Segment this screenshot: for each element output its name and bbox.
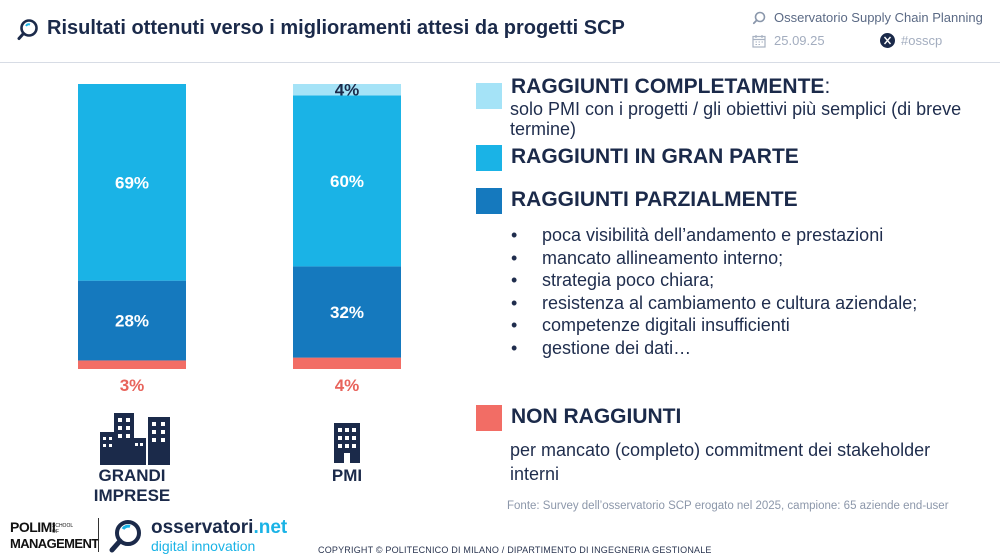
data-label-raggiunti-in-gran-parte-grandi-imprese: 69%	[115, 173, 149, 192]
header-date: 25.09.25	[774, 33, 825, 48]
bar-segment-non-raggiunti-grandi-imprese	[78, 360, 186, 369]
digital-innovation-wordmark: digital innovation	[151, 538, 256, 554]
legend-swatch-non-raggiunti	[476, 405, 502, 431]
data-label-raggiunti-in-gran-parte-pmi: 60%	[330, 172, 364, 191]
header-meta: Osservatorio Supply Chain Planning 25.09…	[752, 9, 997, 57]
city-buildings-icon	[100, 413, 170, 465]
data-label-non-raggiunti-grandi-imprese: 3%	[120, 376, 145, 395]
list-item: strategia poco chiara;	[509, 269, 989, 292]
bar-segment-raggiunti-parzialmente-pmi	[293, 266, 401, 358]
legend-non-raggiunti-head: NON RAGGIUNTI	[511, 405, 682, 428]
bars-layer: 3% 28% 69% 4% 32% 60% 4%	[78, 81, 401, 395]
data-label-raggiunti-parzialmente-pmi: 32%	[330, 303, 364, 322]
header-divider	[0, 62, 1000, 63]
page-title: Risultati ottenuti verso i miglioramenti…	[47, 17, 625, 39]
footer-logos: POLIMI SCHOOL OF MANAGEMENT osservatori.…	[10, 516, 300, 556]
category-icons	[100, 413, 360, 465]
bar-segment-raggiunti-in-gran-parte-grandi-imprese	[78, 84, 186, 281]
data-label-non-raggiunti-pmi: 4%	[335, 376, 360, 395]
legend-non-raggiunti-sub: per mancato (completo) commitment dei st…	[510, 440, 931, 484]
magnifier-logo-icon	[17, 19, 38, 40]
footer-divider	[98, 518, 99, 552]
legend-parzialmente-head: RAGGIUNTI PARZIALMENTE	[511, 188, 798, 211]
stacked-bar-chart: 3% 28% 69% 4% 32% 60% 4%	[78, 81, 401, 505]
list-item: competenze digitali insufficienti	[509, 314, 989, 337]
header: Risultati ottenuti verso i miglioramenti…	[0, 0, 1000, 63]
osservatori-wordmark: osservatori.net	[151, 517, 288, 538]
list-item: resistenza al cambiamento e cultura azie…	[509, 292, 989, 315]
data-label-raggiunti-completamente-pmi: 4%	[335, 81, 360, 100]
bar-segment-raggiunti-parzialmente-grandi-imprese	[78, 280, 186, 361]
hashtag[interactable]: #osscp	[901, 33, 943, 48]
bar-segment-non-raggiunti-pmi	[293, 357, 401, 369]
category-label-pmi: PMI	[332, 466, 362, 485]
legend-swatch-gran-parte	[476, 145, 502, 171]
legend-gran-parte-head: RAGGIUNTI IN GRAN PARTE	[511, 145, 799, 168]
source-note: Fonte: Survey dell’osservatorio SCP erog…	[507, 500, 949, 512]
parzialmente-reasons-list: poca visibilità dell’andamento e prestaz…	[509, 224, 989, 359]
category-label-grandi-imprese: GRANDI IMPRESE	[94, 466, 171, 505]
observatory-magnifier-icon	[752, 11, 766, 25]
list-item: mancato allineamento interno;	[509, 247, 989, 270]
x-logo-icon[interactable]	[880, 33, 895, 48]
data-label-raggiunti-parzialmente-grandi-imprese: 28%	[115, 312, 149, 331]
legend-swatch-completamente	[476, 83, 502, 109]
copyright-text: COPYRIGHT © POLITECNICO DI MILANO / DIPA…	[318, 545, 712, 555]
bar-segment-raggiunti-in-gran-parte-pmi	[293, 95, 401, 267]
calendar-icon	[752, 35, 766, 48]
legend-completamente-head: RAGGIUNTI COMPLETAMENTE:	[511, 75, 831, 98]
osservatori-magnifier-icon	[109, 520, 141, 553]
legend-completamente-sub: solo PMI con i progetti / gli obiettivi …	[510, 99, 962, 139]
polimi-logo: POLIMI SCHOOL OF MANAGEMENT	[10, 519, 99, 551]
observatory-name: Osservatorio Supply Chain Planning	[774, 10, 983, 25]
single-building-icon	[334, 423, 360, 463]
list-item: poca visibilità dell’andamento e prestaz…	[509, 224, 989, 247]
list-item: gestione dei dati…	[509, 337, 989, 360]
bar-segment-raggiunti-completamente-pmi	[293, 84, 401, 96]
legend-swatch-parzialmente	[476, 188, 502, 214]
category-labels: GRANDI IMPRESE PMI	[94, 466, 362, 505]
